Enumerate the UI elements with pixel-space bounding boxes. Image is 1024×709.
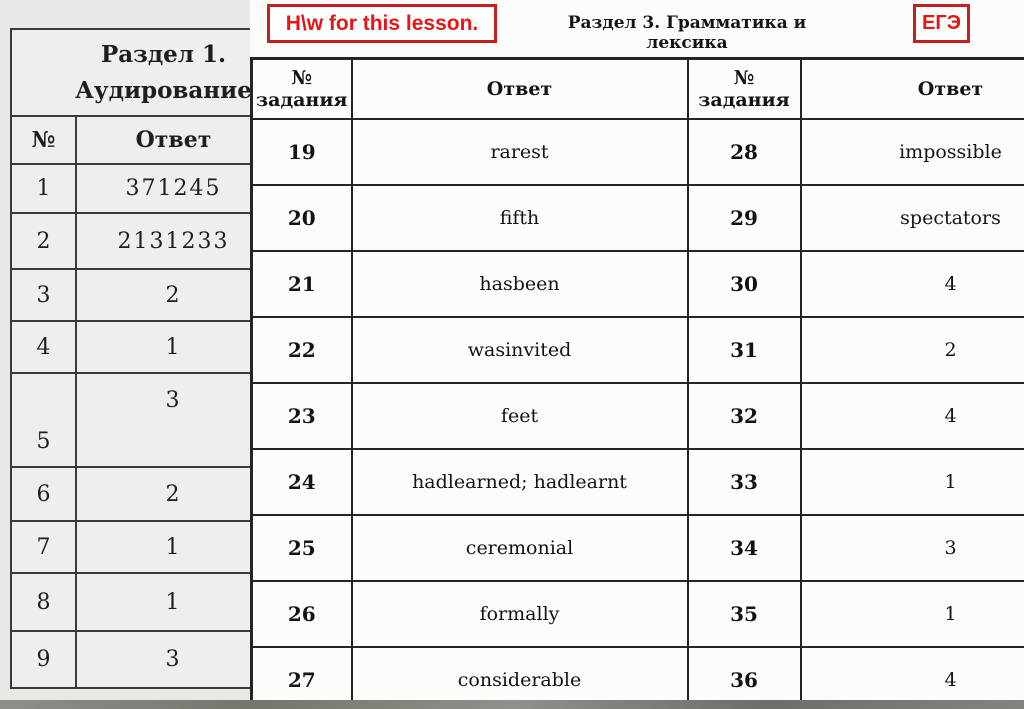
table-row: 25 ceremonial 34 3	[250, 514, 1024, 582]
answer-cell: 2131233	[75, 212, 250, 270]
task-number-cell: 23	[250, 382, 353, 450]
task-number-cell: 1	[10, 163, 77, 214]
answer-cell: fifth	[350, 184, 689, 252]
listening-title-line1: Раздел 1.	[100, 40, 227, 68]
grammar-scan-panel: H\w for this lesson. Раздел 3. Грамматик…	[250, 0, 1024, 709]
grammar-section-title: Раздел 3. Грамматика и лексика	[567, 13, 807, 53]
table-row: 23 feet 32 4	[250, 382, 1024, 450]
table-row: 6 2	[10, 466, 250, 522]
answer-cell: ceremonial	[350, 514, 689, 582]
listening-header-number: №	[10, 115, 77, 165]
grammar-header-answer-1: Ответ	[350, 57, 689, 120]
task-number-cell: 4	[10, 320, 77, 374]
table-row: 20 fifth 29 spectators	[250, 184, 1024, 252]
table-row: 7 1	[10, 520, 250, 574]
answer-cell: 1	[799, 580, 1024, 648]
answer-cell: 1	[75, 320, 250, 374]
task-number-cell: 6	[10, 466, 77, 522]
listening-scan-panel: Раздел 1. Аудирование № Ответ 1 371245 2…	[0, 0, 250, 709]
task-number-cell: 28	[686, 118, 802, 186]
table-row: 3 2	[10, 268, 250, 322]
table-row: 1 371245	[10, 163, 250, 214]
answer-cell: 371245	[75, 163, 250, 214]
answer-cell: 4	[799, 382, 1024, 450]
table-row: 27 considerable 36 4	[250, 646, 1024, 709]
task-number-cell: 24	[250, 448, 353, 516]
table-row: 2 2131233	[10, 212, 250, 270]
listening-title-line2: Аудирование	[75, 76, 250, 104]
ege-badge-label: ЕГЭ	[922, 12, 961, 34]
answer-cell: 3	[75, 630, 250, 689]
task-number-cell: 27	[250, 646, 353, 709]
answer-cell: 3	[75, 372, 250, 468]
task-number-cell: 35	[686, 580, 802, 648]
answer-cell: 3	[799, 514, 1024, 582]
answer-cell: impossible	[799, 118, 1024, 186]
answer-cell: 4	[799, 646, 1024, 709]
task-number-cell: 34	[686, 514, 802, 582]
grammar-header-row: № задания Ответ № задания Ответ	[250, 57, 1024, 120]
task-number-cell: 2	[10, 212, 77, 270]
scan-edge-strip	[0, 700, 1024, 709]
table-row: 9 3	[10, 630, 250, 689]
task-number-cell: 20	[250, 184, 353, 252]
listening-title-row: Раздел 1. Аудирование	[10, 28, 250, 117]
task-number-cell: 8	[10, 572, 77, 632]
table-row: 21 hasbeen 30 4	[250, 250, 1024, 318]
grammar-header-answer-2: Ответ	[799, 57, 1024, 120]
table-row: 5 3	[10, 372, 250, 468]
task-number-cell: 26	[250, 580, 353, 648]
task-number-cell: 32	[686, 382, 802, 450]
table-row: 19 rarest 28 impossible	[250, 118, 1024, 186]
ege-badge: ЕГЭ	[913, 4, 970, 43]
grammar-header-number-1: № задания	[250, 57, 353, 120]
answer-cell: formally	[350, 580, 689, 648]
answer-cell: hadlearned; hadlearnt	[350, 448, 689, 516]
task-number-cell: 36	[686, 646, 802, 709]
answer-cell: 1	[75, 520, 250, 574]
table-row: 8 1	[10, 572, 250, 632]
task-number-cell: 22	[250, 316, 353, 384]
task-number-cell: 33	[686, 448, 802, 516]
task-number-cell: 3	[10, 268, 77, 322]
homework-note-badge: H\w for this lesson.	[267, 4, 497, 43]
answer-cell: 2	[75, 466, 250, 522]
answer-cell: rarest	[350, 118, 689, 186]
homework-note-label: H\w for this lesson.	[285, 11, 479, 35]
answer-cell: wasinvited	[350, 316, 689, 384]
task-number-cell: 29	[686, 184, 802, 252]
answer-cell: 2	[799, 316, 1024, 384]
answer-cell: feet	[350, 382, 689, 450]
listening-table-title: Раздел 1. Аудирование	[10, 28, 250, 117]
listening-header-row: № Ответ	[10, 115, 250, 165]
grammar-answers-table: № задания Ответ № задания Ответ 19 rares…	[250, 57, 1024, 709]
answer-cell: considerable	[350, 646, 689, 709]
answer-cell: 1	[75, 572, 250, 632]
task-number-cell: 19	[250, 118, 353, 186]
table-row: 26 formally 35 1	[250, 580, 1024, 648]
table-row: 24 hadlearned; hadlearnt 33 1	[250, 448, 1024, 516]
task-number-cell: 7	[10, 520, 77, 574]
answer-cell: spectators	[799, 184, 1024, 252]
answer-cell: 1	[799, 448, 1024, 516]
task-number-cell: 30	[686, 250, 802, 318]
table-row: 4 1	[10, 320, 250, 374]
table-row: 22 wasinvited 31 2	[250, 316, 1024, 384]
listening-answers-table: Раздел 1. Аудирование № Ответ 1 371245 2…	[10, 28, 250, 689]
task-number-cell: 9	[10, 630, 77, 689]
task-number-cell: 25	[250, 514, 353, 582]
grammar-header-number-2: № задания	[686, 57, 802, 120]
task-number-cell: 21	[250, 250, 353, 318]
task-number-cell: 5	[10, 372, 77, 468]
answer-cell: 2	[75, 268, 250, 322]
task-number-cell: 31	[686, 316, 802, 384]
answer-cell: hasbeen	[350, 250, 689, 318]
answer-cell: 4	[799, 250, 1024, 318]
listening-header-answer: Ответ	[75, 115, 250, 165]
